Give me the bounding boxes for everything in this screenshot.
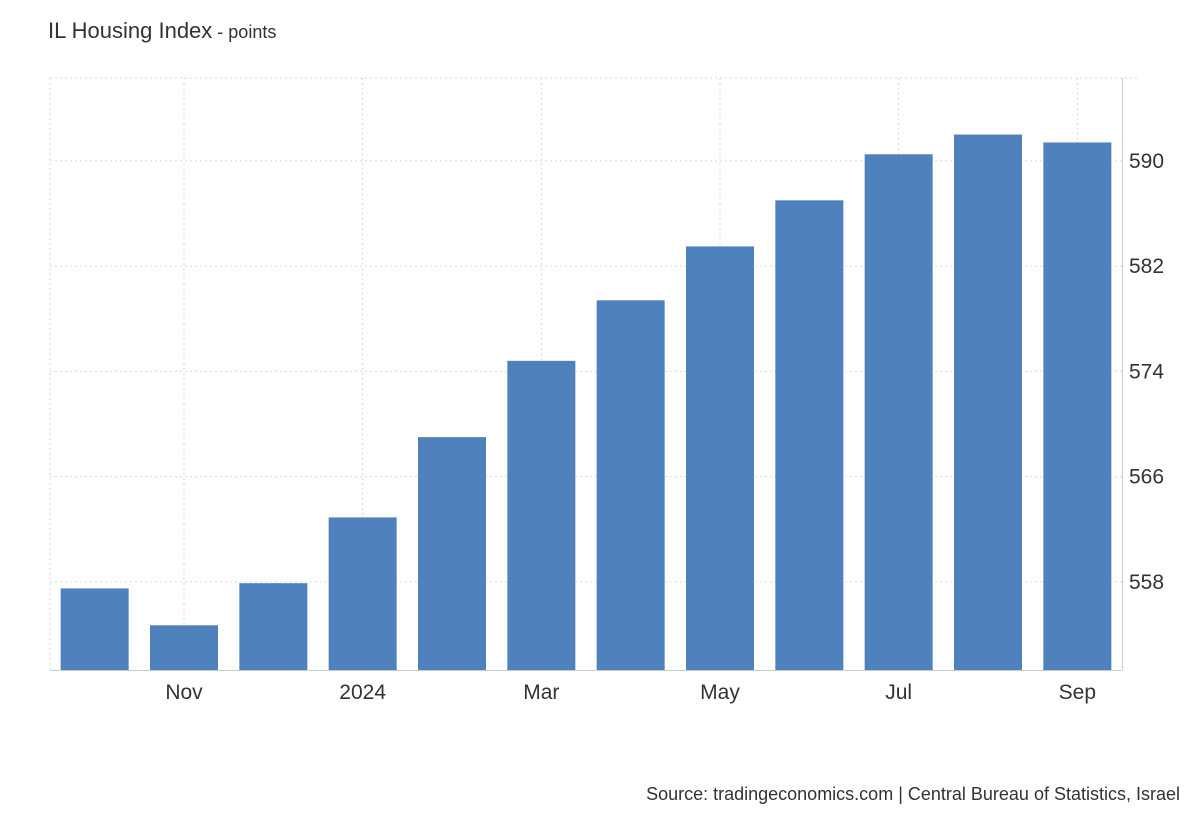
x-tick-label: Nov [165, 681, 203, 704]
bar [150, 625, 218, 670]
bar [60, 588, 129, 670]
bar [775, 200, 844, 670]
bar [954, 134, 1022, 670]
bar [1043, 142, 1112, 670]
chart-title-text: IL Housing Index [48, 18, 213, 43]
y-tick-label: 590 [1129, 150, 1164, 173]
chart-unit: points [228, 22, 277, 42]
bar [418, 437, 486, 670]
y-tick-label: 558 [1129, 571, 1164, 594]
bar [686, 246, 754, 670]
bar [239, 583, 308, 670]
bar [596, 300, 665, 670]
x-tick-label: 2024 [339, 681, 386, 704]
y-tick-label: 574 [1129, 360, 1164, 383]
x-tick-label: Jul [885, 681, 912, 704]
y-tick-label: 566 [1129, 466, 1164, 489]
bar [328, 517, 397, 670]
bar [864, 154, 933, 670]
x-tick-label: May [700, 681, 740, 704]
x-tick-label: Sep [1059, 681, 1096, 704]
y-tick-label: 582 [1129, 255, 1164, 278]
x-tick-label: Mar [523, 681, 559, 704]
bar-chart: 558 566 574 582 590 Nov 2024 Mar May Jul Sep [49, 77, 1164, 704]
chart-title: IL Housing Index - points [48, 18, 277, 43]
bar [507, 360, 576, 670]
source-note: Source: tradingeconomics.com | Central B… [646, 784, 1180, 804]
